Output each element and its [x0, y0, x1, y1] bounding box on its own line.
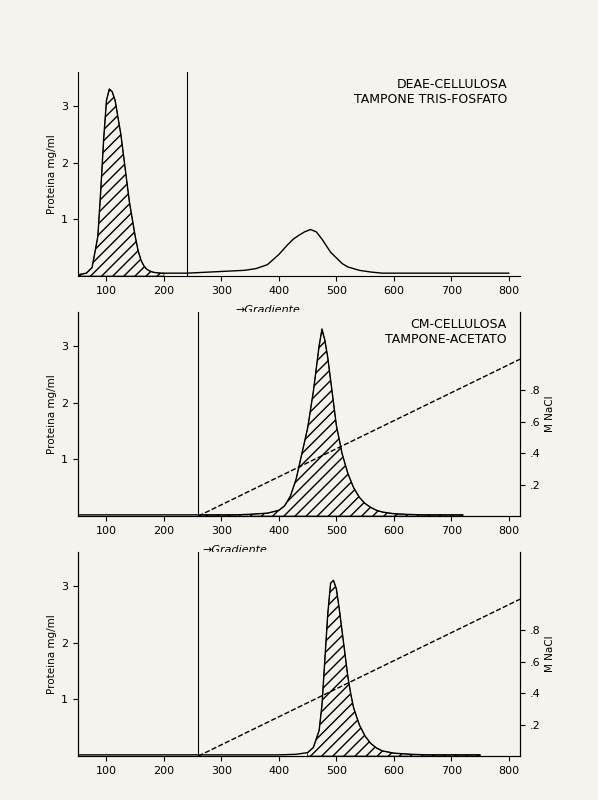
- Y-axis label: Proteina mg/ml: Proteina mg/ml: [47, 374, 57, 454]
- Y-axis label: Proteina mg/ml: Proteina mg/ml: [47, 614, 57, 694]
- Y-axis label: Proteina mg/ml: Proteina mg/ml: [47, 134, 57, 214]
- Text: →Gradiente: →Gradiente: [236, 305, 301, 314]
- Y-axis label: M NaCl: M NaCl: [545, 396, 555, 432]
- Text: →Gradiente: →Gradiente: [203, 545, 268, 554]
- Text: DEAE-CELLULOSA
TAMPONE TRIS-FOSFATO: DEAE-CELLULOSA TAMPONE TRIS-FOSFATO: [353, 78, 507, 106]
- Y-axis label: M NaCl: M NaCl: [545, 636, 555, 672]
- Text: CM-CELLULOSA
TAMPONE-ACETATO: CM-CELLULOSA TAMPONE-ACETATO: [385, 318, 507, 346]
